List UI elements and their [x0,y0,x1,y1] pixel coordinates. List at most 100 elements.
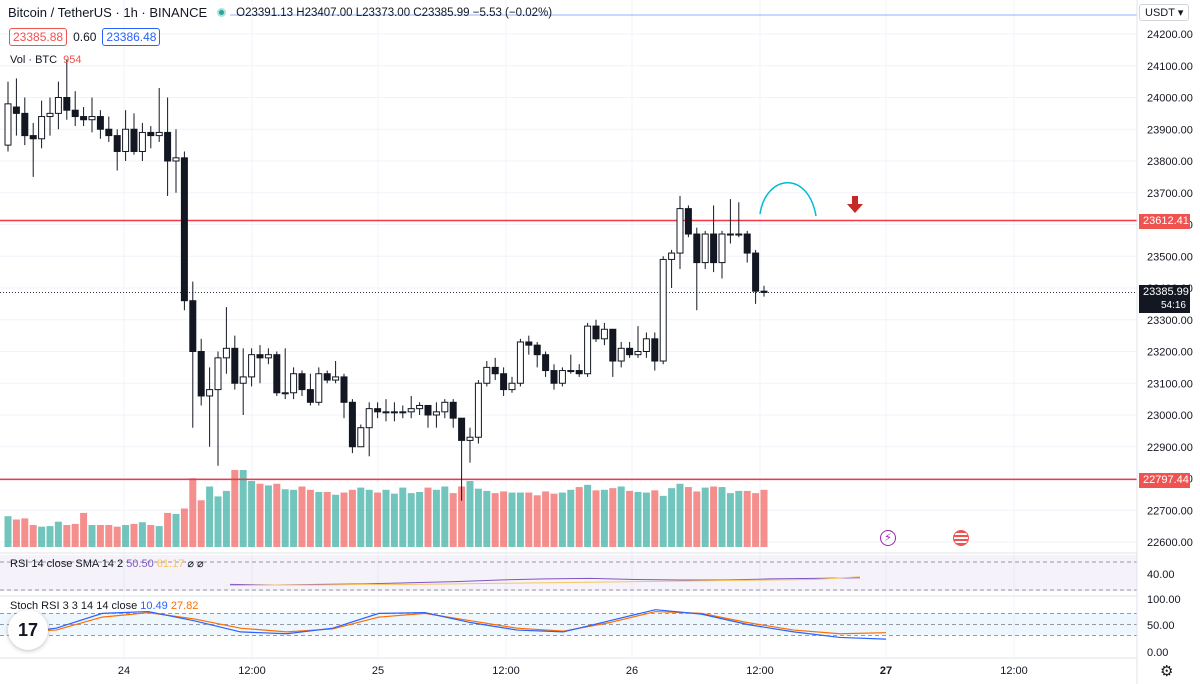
volume-bar [567,489,575,547]
volume-bar [500,491,508,547]
volume-bar [88,525,96,547]
volume-bar [491,493,499,547]
volume-bar [584,484,592,547]
time-tick-label: 25 [372,665,384,677]
rsi-sma-line [229,576,861,586]
volume-bar [760,489,768,547]
currency-dropdown[interactable]: USDT ▾ [1139,4,1190,21]
symbol-title[interactable]: Bitcoin / TetherUS · 1h · BINANCE [8,5,208,20]
volume-bar [256,483,264,547]
volume-bar [130,523,138,547]
lightning-event-icon[interactable]: ⚡ [880,530,896,546]
down-arrow-annotation [847,196,863,213]
time-tick-label: 12:00 [238,665,266,677]
candle-body [54,97,62,114]
price-tick-label: 24100.00 [1147,61,1193,73]
candle-body [743,233,751,254]
volume-bar [642,492,650,547]
candle-body [180,157,188,302]
volume-bar [138,522,146,547]
volume-bar [416,492,424,547]
volume-bar [668,488,676,547]
time-tick-label: 12:00 [1000,665,1028,677]
volume-bar [357,487,365,547]
candle-body [105,128,113,137]
volume-bar [382,489,390,547]
candle-body [147,131,155,137]
candle-body [592,325,600,340]
rsi-line [229,577,861,586]
volume-bar [659,495,667,547]
candle-body [306,389,314,403]
rsi-legend[interactable]: RSI 14 close SMA 14 2 50.50 61.17 ⌀ ⌀ [10,557,204,570]
candle-body [600,328,608,340]
price-tick-label: 24000.00 [1147,93,1193,105]
volume-label: Vol · BTC [10,54,58,66]
volume-bar [550,493,558,547]
stoch-legend[interactable]: Stoch RSI 3 3 14 14 close 10.49 27.82 [10,600,198,612]
volume-bar [634,492,642,547]
candle-body [752,252,760,292]
price-tick-label: 23500.00 [1147,251,1193,263]
volume-bar [96,525,104,547]
time-tick-label: 24 [118,665,130,677]
volume-bar [248,481,256,547]
price-tick-label: 23100.00 [1147,378,1193,390]
candle-body [248,354,256,378]
candle-body [735,233,743,236]
candle-body [71,109,79,118]
candle-body [399,411,407,414]
volume-bar [483,490,491,547]
stoch-k-line [9,609,887,640]
top-arc-annotation [759,182,817,217]
candle-body [374,408,382,413]
candle-body [432,411,440,416]
volume-bar [281,489,289,547]
volume-bar [306,489,314,547]
candle-body [634,351,642,356]
buy-price-button[interactable]: 23386.48 [102,28,161,46]
volume-bar [693,491,701,547]
candle-body [122,128,130,152]
settings-gear-icon[interactable]: ⚙ [1160,663,1174,680]
bar-countdown: 54:16 [1160,300,1186,311]
price-tick-label: 23300.00 [1147,315,1193,327]
candle-body [684,208,692,235]
volume-bar [374,492,382,547]
volume-bar [46,526,54,547]
volume-bar [726,493,734,547]
volume-bar [558,492,566,547]
price-axis: 24200.00 24100.00 24000.00 23900.00 23800.00… [1147,29,1193,659]
candle-body [290,373,298,394]
last-price-tag: 23385.99 54:16 [1139,285,1190,313]
candle-body [449,401,457,419]
volume-bar [533,495,541,547]
sell-price-button[interactable]: 23385.88 [9,28,68,46]
volume-bar [600,489,608,547]
volume-bar [315,492,323,547]
volume-value: 954 [63,54,82,66]
candle-body [701,233,709,264]
volume-bar [180,508,188,547]
candle-body [466,436,474,441]
volume-legend: Vol · BTC 954 [10,54,81,66]
candle-body [617,347,625,362]
volume-bar [710,486,718,547]
stoch-rsi-pane [0,595,1137,659]
candle-body [516,341,524,384]
candle-body [659,258,667,362]
us-flag-event-icon[interactable] [953,530,969,546]
candle-body [273,354,281,394]
symbol-header: Bitcoin / TetherUS · 1h · BINANCE O23391… [8,5,552,20]
price-tick-label: 23700.00 [1147,188,1193,200]
rsi-band [0,555,1137,591]
rsi-pane [0,552,1137,591]
candle-body [197,351,205,397]
volume-bar [4,516,12,547]
volume-bar [71,523,79,547]
volume-bar [525,492,533,547]
spread-value: 0.60 [73,30,97,44]
volume-bar [626,490,634,547]
tradingview-logo[interactable]: 17 [8,610,48,650]
